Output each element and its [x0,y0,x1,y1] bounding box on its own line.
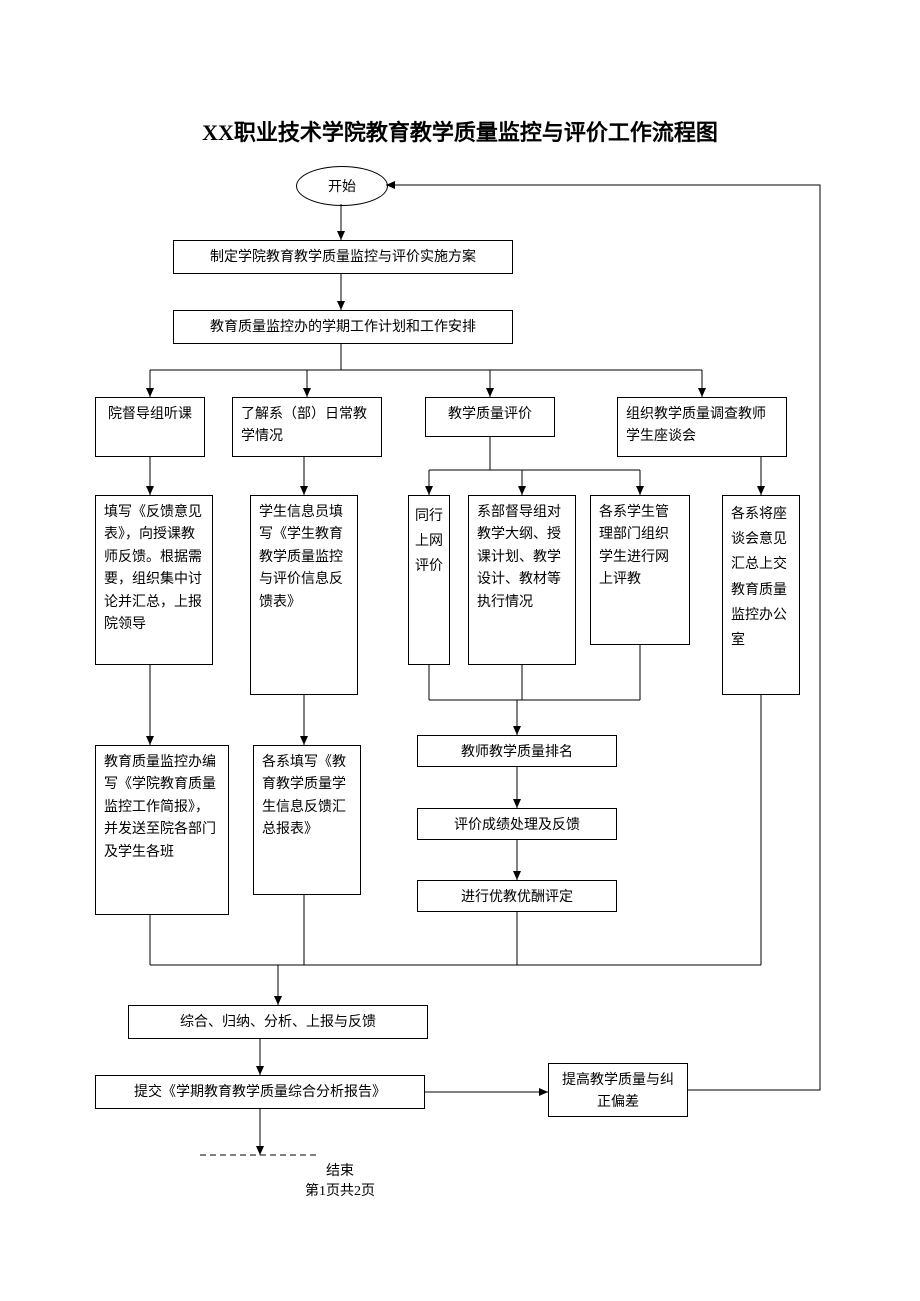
node-c3c: 各系学生管理部门组织学生进行网上评教 [590,495,690,645]
node-start-label: 开始 [328,176,356,196]
page-title: XX职业技术学院教育教学质量监控与评价工作流程图 [0,115,920,147]
node-branch-1: 院督导组听课 [95,397,205,457]
node-d3-rank: 教师教学质量排名 [417,735,617,767]
flowchart-page: XX职业技术学院教育教学质量监控与评价工作流程图 开始 制定学院教育教学质量监控… [0,0,920,1301]
node-schedule: 教育质量监控办的学期工作计划和工作安排 [173,310,513,344]
node-start: 开始 [296,166,388,206]
node-branch-2: 了解系（部）日常教学情况 [232,397,382,457]
node-d1: 教育质量监控办编写《学院教育质量监控工作简报》，并发送至院各部门及学生各班 [95,745,229,915]
node-d2: 各系填写《教育教学质量学生信息反馈汇总报表》 [253,745,361,895]
node-branch-3: 教学质量评价 [425,397,555,437]
node-d3-pay: 进行优教优酬评定 [417,880,617,912]
node-branch-4: 组织教学质量调查教师学生座谈会 [617,397,787,457]
node-c1: 填写《反馈意见表》，向授课教师反馈。根据需要，组织集中讨论并汇总，上报院领导 [95,495,213,665]
node-c2: 学生信息员填写《学生教育教学质量监控与评价信息反馈表》 [250,495,358,695]
node-report: 提交《学期教育教学质量综合分析报告》 [95,1075,425,1109]
node-c3a: 同行上网评价 [408,495,450,665]
node-improve: 提高教学质量与纠正偏差 [548,1063,688,1117]
node-d3-proc: 评价成绩处理及反馈 [417,808,617,840]
page-footer: 第1页共2页 [240,1180,440,1200]
node-c3b: 系部督导组对教学大纲、授课计划、教学设计、教材等执行情况 [468,495,576,665]
node-summary: 综合、归纳、分析、上报与反馈 [128,1005,428,1039]
end-label: 结束 [240,1160,440,1180]
node-c4: 各系将座谈会意见汇总上交教育质量监控办公室 [722,495,800,695]
node-plan: 制定学院教育教学质量监控与评价实施方案 [173,240,513,274]
